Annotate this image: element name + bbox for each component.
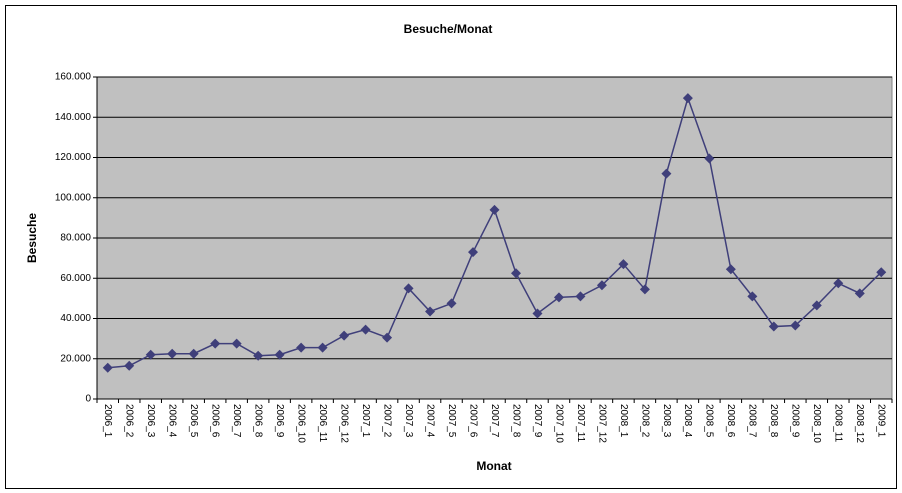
y-tick-label: 40.000 (60, 313, 91, 324)
marker (618, 259, 629, 270)
marker (231, 338, 242, 349)
x-tick-label: 2006_2 (124, 404, 135, 438)
x-tick-label: 2007_5 (446, 404, 457, 438)
marker (274, 349, 285, 360)
marker (768, 321, 779, 332)
x-tick-label: 2008_8 (768, 404, 779, 438)
x-tick-label: 2007_4 (424, 404, 435, 438)
x-tick-label: 2006_6 (210, 404, 221, 438)
x-tick-label: 2008_3 (661, 404, 672, 438)
marker (253, 350, 264, 361)
marker (725, 264, 736, 275)
marker (596, 280, 607, 291)
marker (188, 348, 199, 359)
marker (747, 291, 758, 302)
x-tick-label: 2007_9 (532, 404, 543, 438)
x-tick-label: 2008_7 (747, 404, 758, 438)
y-tick-label: 60.000 (60, 273, 91, 284)
marker (811, 300, 822, 311)
marker (682, 93, 693, 104)
x-tick-label: 2006_5 (188, 404, 199, 438)
chart-title: Besuche/Monat (404, 22, 493, 36)
marker (639, 284, 650, 295)
marker (446, 298, 457, 309)
x-tick-label: 2006_12 (338, 404, 349, 443)
marker (296, 342, 307, 353)
x-tick-label: 2008_9 (790, 404, 801, 438)
x-axis-label: Monat (476, 459, 511, 473)
y-tick-label: 100.000 (55, 192, 92, 203)
x-tick-label: 2007_8 (510, 404, 521, 438)
x-tick-label: 2008_6 (725, 404, 736, 438)
x-tick-label: 2006_11 (317, 404, 328, 443)
y-tick-label: 120.000 (55, 152, 92, 163)
marker (124, 360, 135, 371)
x-tick-label: 2007_11 (575, 404, 586, 443)
y-tick-label: 80.000 (60, 233, 91, 244)
marker (553, 292, 564, 303)
x-tick-label: 2008_11 (833, 404, 844, 443)
marker (425, 306, 436, 317)
marker (876, 267, 887, 278)
x-tick-label: 2008_5 (704, 404, 715, 438)
y-axis-label: Besuche (25, 213, 39, 263)
x-tick-label: 2007_6 (467, 404, 478, 438)
marker (102, 362, 113, 373)
marker (575, 291, 586, 302)
x-tick-label: 2006_1 (102, 404, 113, 438)
x-tick-label: 2008_10 (811, 404, 822, 443)
marker (382, 332, 393, 343)
marker (317, 342, 328, 353)
x-tick-label: 2007_3 (403, 404, 414, 438)
x-tick-label: 2007_12 (596, 404, 607, 443)
x-tick-label: 2007_10 (553, 404, 564, 443)
y-tick-label: 0 (85, 394, 91, 405)
marker (145, 349, 156, 360)
x-tick-label: 2006_3 (145, 404, 156, 438)
marker (854, 288, 865, 299)
x-tick-label: 2007_1 (360, 404, 371, 438)
marker (833, 278, 844, 289)
marker (210, 338, 221, 349)
marker (339, 330, 350, 341)
x-tick-label: 2008_2 (639, 404, 650, 438)
marker (489, 204, 500, 215)
marker (704, 153, 715, 164)
marker (661, 168, 672, 179)
y-tick-label: 20.000 (60, 353, 91, 364)
x-tick-label: 2006_4 (167, 404, 178, 438)
x-tick-label: 2006_7 (231, 404, 242, 438)
x-tick-label: 2006_10 (295, 404, 306, 443)
x-tick-label: 2009_1 (876, 404, 887, 438)
y-tick-label: 140.000 (55, 112, 92, 123)
x-tick-label: 2008_1 (618, 404, 629, 438)
marker (510, 268, 521, 279)
marker (167, 348, 178, 359)
marker (403, 283, 414, 294)
x-tick-label: 2007_7 (489, 404, 500, 438)
x-tick-label: 2006_8 (253, 404, 264, 438)
y-tick-label: 160.000 (55, 72, 92, 83)
marker (532, 308, 543, 319)
x-tick-label: 2007_2 (381, 404, 392, 438)
marker (360, 324, 371, 335)
x-tick-label: 2008_4 (682, 404, 693, 438)
marker (468, 247, 479, 258)
x-tick-label: 2008_12 (854, 404, 865, 443)
x-tick-label: 2006_9 (274, 404, 285, 438)
marker (790, 320, 801, 331)
